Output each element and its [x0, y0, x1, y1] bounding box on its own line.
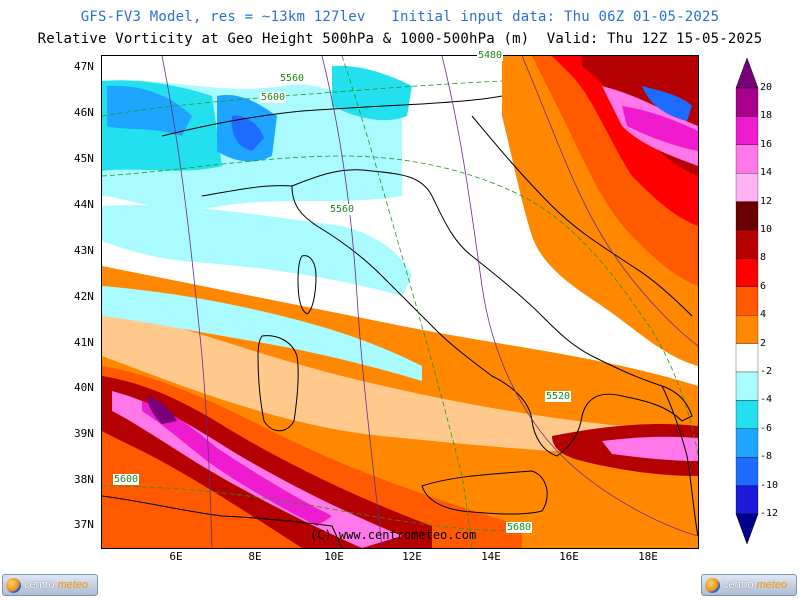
colorbar-bottom-arrow: [735, 513, 759, 544]
colorbar-segment: [735, 485, 759, 515]
lon-label: 12E: [402, 550, 422, 563]
lon-label: 6E: [169, 550, 183, 563]
colorbar-segment: [735, 116, 759, 145]
logo-word1: centro: [723, 579, 754, 591]
colorbar-label: 18: [760, 110, 773, 122]
colorbar-segment: [735, 315, 759, 344]
copyright-text: (C) www.centrometeo.com: [310, 528, 477, 542]
colorbar-segment: [735, 229, 759, 259]
colorbar-segment: [735, 144, 759, 174]
colorbar-label: 2: [760, 337, 767, 349]
lat-label: 40N: [74, 381, 94, 394]
colorbar-label: -10: [760, 479, 779, 491]
lon-label: 10E: [324, 550, 344, 563]
colorbar-top-arrow: [735, 58, 759, 89]
vorticity-map: [101, 55, 699, 549]
globe-icon: [6, 577, 21, 593]
contour-label: 5560: [329, 204, 356, 215]
colorbar-segment: [735, 371, 759, 401]
colorbar-label: -4: [760, 394, 773, 406]
lat-label: 45N: [74, 152, 94, 165]
colorbar-label: 6: [760, 280, 767, 292]
colorbar-segment: [735, 286, 759, 316]
centrometeo-logo-right[interactable]: centro meteo: [701, 574, 797, 596]
contour-label: 5480: [477, 50, 504, 61]
lat-label: 37N: [74, 518, 94, 531]
colorbar: [735, 58, 759, 544]
colorbar-segment: [735, 87, 759, 117]
lat-label: 41N: [74, 336, 94, 349]
colorbar-label: 10: [760, 224, 773, 235]
lat-label: 42N: [74, 290, 94, 303]
centrometeo-logo-left[interactable]: centro meteo: [2, 574, 98, 596]
lon-label: 18E: [638, 550, 658, 563]
coastlines: [102, 95, 698, 548]
colorbar-label: -12: [760, 508, 779, 519]
colorbar-label: 8: [760, 252, 767, 264]
lat-label: 39N: [74, 427, 94, 440]
logo-word2: meteo: [57, 579, 89, 591]
colorbar-label: 20: [760, 82, 773, 93]
contour-label: 5600: [260, 92, 287, 103]
colorbar-label: -2: [760, 366, 773, 377]
colorbar-segment: [735, 457, 759, 486]
vorticity-fill: [102, 56, 698, 548]
colorbar-label: 14: [760, 167, 773, 179]
colorbar-label: -8: [760, 451, 773, 463]
lat-label: 47N: [74, 60, 94, 73]
logo-word2: meteo: [756, 579, 788, 591]
logo-word1: centro: [24, 579, 55, 591]
lat-label: 46N: [74, 106, 94, 119]
model-info-title: GFS-FV3 Model, res = ~13km 127lev Initia…: [80, 9, 720, 25]
lat-label: 38N: [74, 473, 94, 486]
colorbar-segment: [735, 428, 759, 458]
lon-label: 16E: [559, 550, 579, 563]
lat-label: 43N: [74, 244, 94, 257]
colorbar-segment: [735, 343, 759, 373]
contour-label: 5600: [113, 474, 140, 485]
field-valid-title: Relative Vorticity at Geo Height 500hPa …: [37, 31, 763, 47]
map-canvas: [102, 56, 698, 548]
lat-label: 44N: [74, 198, 94, 211]
height-isolines: [161, 56, 698, 548]
colorbar-label: -6: [760, 422, 773, 434]
thickness-contours: [102, 56, 698, 548]
colorbar-label: 4: [760, 309, 767, 321]
contour-label: 5520: [545, 391, 572, 402]
lon-label: 8E: [248, 550, 262, 563]
colorbar-segment: [735, 201, 759, 231]
colorbar-segment: [735, 400, 759, 429]
lon-label: 14E: [481, 550, 501, 563]
colorbar-segment: [735, 258, 759, 287]
colorbar-label: 16: [760, 138, 773, 150]
contour-label: 5560: [279, 73, 306, 84]
colorbar-segment: [735, 173, 759, 202]
colorbar-label: 12: [760, 195, 773, 207]
contour-label: 5680: [506, 522, 533, 533]
globe-icon: [705, 577, 720, 593]
